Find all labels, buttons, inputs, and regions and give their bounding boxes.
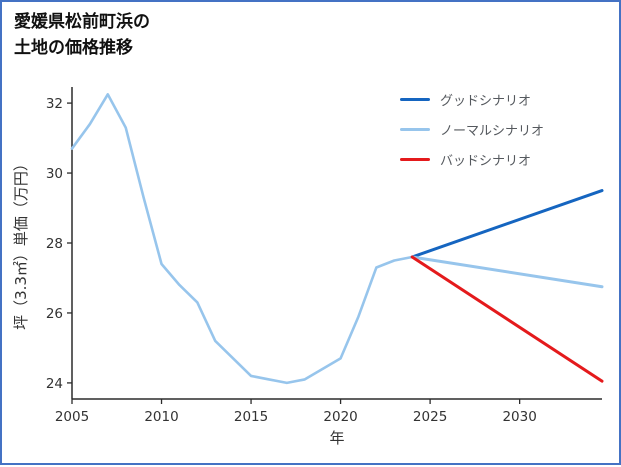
x-tick-label: 2015: [234, 409, 268, 425]
x-tick-label: 2030: [502, 409, 536, 425]
y-tick-label: 26: [46, 306, 63, 322]
x-tick-label: 2005: [55, 409, 89, 425]
legend-swatch-normal-scenario: [400, 128, 430, 131]
chart-title: 愛媛県松前町浜の 土地の価格推移: [14, 12, 150, 58]
legend-label-bad-scenario: バッドシナリオ: [440, 154, 532, 169]
y-tick-label: 28: [46, 236, 63, 252]
x-axis-label: 年: [329, 429, 344, 447]
y-tick-label: 32: [46, 96, 63, 112]
legend-item-bad-scenario: バッドシナリオ: [400, 150, 544, 169]
legend-swatch-bad-scenario: [400, 158, 430, 161]
legend-swatch-good-scenario: [400, 98, 430, 101]
x-tick-label: 2010: [144, 409, 178, 425]
x-tick-label: 2020: [323, 409, 357, 425]
legend-label-good-scenario: グッドシナリオ: [440, 94, 532, 109]
y-tick-label: 24: [46, 376, 63, 392]
series-line-historical: [70, 93, 414, 385]
y-tick-label: 30: [46, 166, 63, 182]
series-line-good-scenario: [410, 189, 604, 259]
legend: グッドシナリオ ノーマルシナリオ バッドシナリオ: [400, 90, 544, 169]
legend-label-normal-scenario: ノーマルシナリオ: [440, 124, 545, 139]
x-tick-label: 2025: [413, 409, 447, 425]
legend-item-good-scenario: グッドシナリオ: [400, 90, 544, 109]
legend-item-normal-scenario: ノーマルシナリオ: [400, 120, 544, 139]
y-axis-label: 坪（3.3㎡）単価（万円）: [12, 156, 30, 330]
series-line-normal-scenario: [410, 255, 604, 289]
series-line-bad-scenario: [410, 255, 604, 383]
